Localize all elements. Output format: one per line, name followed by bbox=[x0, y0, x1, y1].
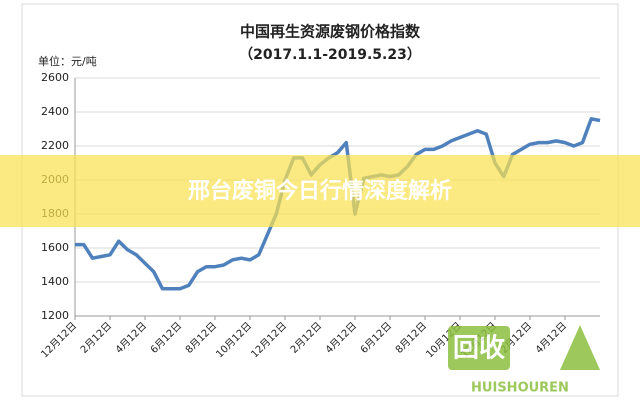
watermark: 回收 HUISHOUREN bbox=[448, 325, 600, 396]
y-tick-label: 2600 bbox=[41, 71, 69, 84]
chart-subtitle: （2017.1.1-2019.5.23） bbox=[239, 47, 421, 63]
y-axis-label: 单位：元/吨 bbox=[38, 54, 97, 68]
watermark-text: HUISHOUREN bbox=[471, 381, 569, 396]
watermark-icon bbox=[560, 325, 600, 370]
y-tick-label: 2200 bbox=[41, 139, 69, 152]
banner-text: 邢台废铜今日行情深度解析 bbox=[188, 178, 452, 204]
y-tick-label: 2400 bbox=[41, 105, 69, 118]
y-tick-label: 1200 bbox=[41, 309, 69, 322]
banner bbox=[0, 155, 640, 227]
chart-title: 中国再生资源废钢价格指数 bbox=[240, 23, 421, 41]
y-tick-label: 1400 bbox=[41, 275, 69, 288]
data-line bbox=[75, 117, 601, 291]
y-tick-label: 1600 bbox=[41, 241, 69, 254]
watermark-box bbox=[448, 326, 510, 370]
watermark-logo: 回收 bbox=[453, 334, 505, 364]
